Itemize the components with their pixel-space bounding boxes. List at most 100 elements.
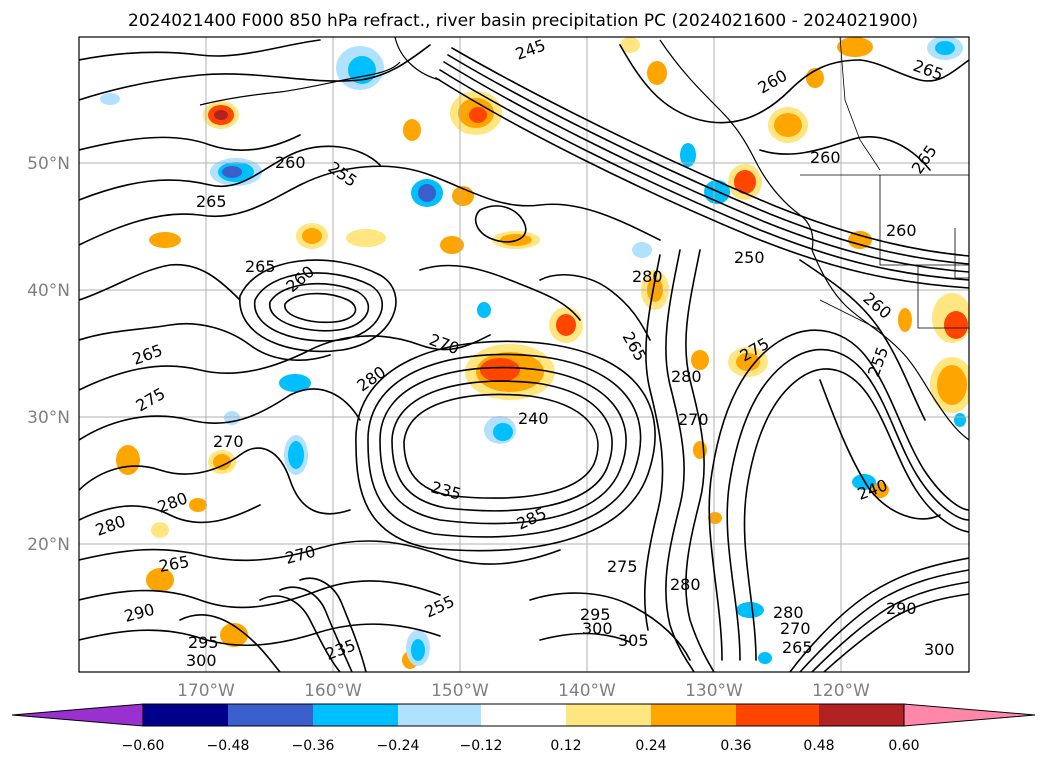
pos-anomaly (898, 308, 912, 332)
neg-anomaly (493, 423, 513, 441)
pos-anomaly (944, 311, 968, 339)
pos-anomaly (403, 119, 421, 141)
pos-anomaly (871, 482, 889, 498)
neg-anomaly (954, 413, 966, 427)
contour-label: 265 (782, 638, 813, 657)
contour-label: 300 (582, 619, 613, 638)
colorbar-tick: 0.48 (803, 738, 834, 754)
pos-anomaly (151, 522, 169, 538)
pos-anomaly (116, 445, 140, 475)
contour-label: 265 (245, 257, 276, 276)
neg-anomaly (935, 41, 955, 55)
pos-anomaly (189, 498, 207, 512)
contour-label: 280 (773, 603, 804, 622)
latitude-labels: 50°N 40°N 30°N 20°N (27, 154, 70, 555)
map-panel: 245 265 260 260 255 260 265 265 260 265 … (79, 37, 969, 672)
neg-anomaly (279, 374, 311, 392)
pos-anomaly (346, 229, 386, 247)
colorbar-bin (143, 704, 228, 726)
pos-anomaly (734, 170, 756, 194)
contour-label: 270 (780, 619, 811, 638)
neg-anomaly (477, 302, 491, 318)
contour-label: 260 (275, 153, 306, 172)
pos-anomaly (149, 232, 181, 248)
contour-label: 290 (886, 599, 917, 618)
coastlines (199, 37, 969, 441)
colorbar-tick: 0.24 (635, 738, 666, 754)
pos-anomaly (440, 236, 464, 254)
colorbar-extend-right (903, 703, 1036, 727)
contour-label: 265 (196, 192, 227, 211)
longitude-labels: 170°W 160°W 150°W 140°W 130°W 120°W (177, 681, 870, 701)
colorbar-tick: 0.60 (888, 738, 919, 754)
colorbar-bin (313, 704, 398, 726)
pos-anomaly (556, 314, 576, 336)
contour-label: 300 (924, 640, 955, 659)
contour-label: 260 (810, 148, 841, 167)
contour-label: 270 (678, 410, 709, 429)
lon-label: 150°W (431, 681, 489, 701)
colorbar-bin (398, 704, 481, 726)
colorbar: −0.60 −0.48 −0.36 −0.24 −0.12 0.12 0.24 … (11, 703, 1036, 754)
colorbar-bin (481, 704, 566, 726)
colorbar-tick: 0.36 (720, 738, 751, 754)
colorbar-tick: −0.12 (460, 738, 503, 754)
pos-anomaly (774, 113, 802, 137)
neg-anomaly (418, 184, 436, 202)
contour-label: 280 (632, 267, 663, 286)
pos-anomaly (647, 61, 667, 85)
lat-label: 40°N (27, 281, 70, 301)
pos-anomaly (736, 353, 760, 371)
contour-label: 280 (670, 575, 701, 594)
colorbar-tick: 0.12 (550, 738, 581, 754)
pos-anomaly (469, 107, 487, 123)
map-frame (78, 36, 970, 673)
lon-label: 160°W (304, 681, 362, 701)
contour-label: 295 (580, 605, 611, 624)
pos-anomaly (837, 37, 873, 57)
shaded-anomalies (100, 37, 969, 669)
contour-label: 305 (618, 631, 649, 650)
neg-anomaly (736, 602, 764, 618)
pos-anomaly (620, 37, 640, 53)
neg-anomaly (222, 166, 242, 178)
map-title: 2024021400 F000 850 hPa refract., river … (128, 11, 918, 31)
refractivity-contours (79, 39, 969, 672)
colorbar-tick: −0.48 (207, 738, 250, 754)
neg-anomaly (758, 652, 772, 664)
neg-anomaly (411, 639, 425, 661)
lat-label: 50°N (27, 154, 70, 174)
neg-anomaly (348, 56, 376, 84)
pos-anomaly (691, 350, 709, 370)
pos-anomaly (214, 110, 228, 120)
contour-label: 240 (518, 409, 549, 428)
neg-anomaly (100, 93, 120, 105)
contour-label: 260 (886, 221, 917, 240)
contour-label: 300 (186, 651, 217, 670)
colorbar-tick: −0.60 (122, 738, 165, 754)
neg-anomaly (632, 242, 652, 258)
pos-anomaly (937, 365, 967, 405)
colorbar-tick: −0.36 (292, 738, 335, 754)
colorbar-bin (651, 704, 736, 726)
neg-anomaly (680, 143, 696, 167)
contour-label: 250 (734, 248, 765, 267)
colorbar-bin (566, 704, 651, 726)
colorbar-bin (736, 704, 819, 726)
colorbar-extend-left (11, 703, 144, 727)
colorbar-frame (142, 703, 905, 727)
contour-label: 270 (213, 432, 244, 451)
pos-anomaly (220, 623, 248, 647)
colorbar-tick: −0.24 (377, 738, 420, 754)
pos-anomaly (693, 441, 707, 459)
colorbar-bin (819, 704, 904, 726)
pos-anomaly (146, 568, 174, 592)
lat-label: 30°N (27, 408, 70, 428)
lon-label: 120°W (812, 681, 870, 701)
lon-label: 170°W (177, 681, 235, 701)
contour-label: 275 (607, 557, 638, 576)
pos-anomaly (213, 454, 231, 470)
lat-label: 20°N (27, 535, 70, 555)
contour-label: 280 (671, 367, 702, 386)
